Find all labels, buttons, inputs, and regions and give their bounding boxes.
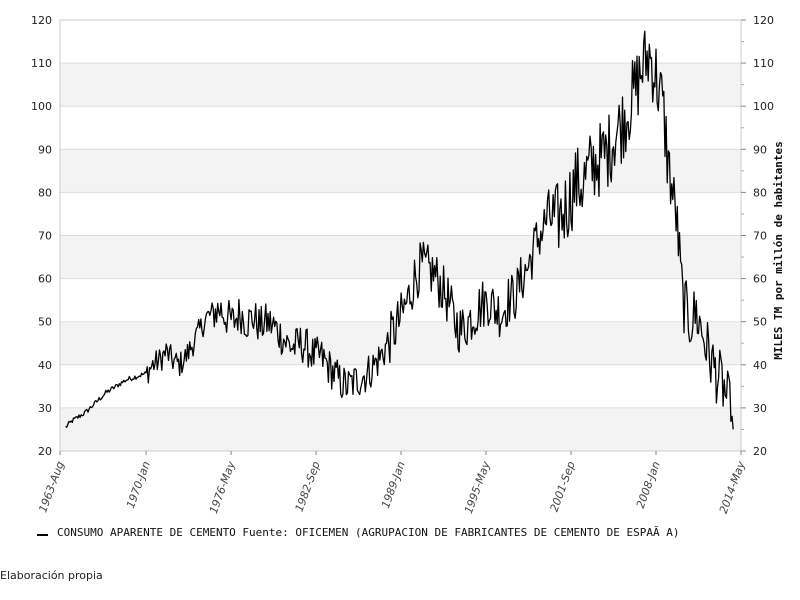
grid-band bbox=[60, 192, 741, 236]
grid-band bbox=[60, 235, 741, 279]
x-axis: 1963-Aug 1970-Jan 1976-May 1982-Sep 1989-Jan… bbox=[36, 451, 748, 515]
legend: CONSUMO APARENTE DE CEMENTO Fuente: OFIC… bbox=[37, 526, 680, 539]
y-axis-label: MILES TM por millón de habitantes bbox=[772, 141, 785, 360]
legend-label: CONSUMO APARENTE DE CEMENTO Fuente: OFIC… bbox=[57, 526, 680, 539]
y-tick-label-right: 110 bbox=[753, 57, 774, 70]
y-tick-label-left: 120 bbox=[31, 14, 52, 27]
y-tick-label-right: 30 bbox=[753, 402, 767, 415]
y-tick-label-left: 80 bbox=[38, 186, 52, 199]
footer-note: Elaboración propia bbox=[0, 569, 103, 582]
grid-band bbox=[60, 364, 741, 408]
y-tick-label-right: 60 bbox=[753, 273, 767, 286]
y-tick-label-right: 70 bbox=[753, 230, 767, 243]
grid-band bbox=[60, 20, 741, 64]
y-tick-label-left: 50 bbox=[38, 316, 52, 329]
grid-band bbox=[60, 321, 741, 365]
y-tick-label-right: 90 bbox=[753, 143, 767, 156]
grid-band bbox=[60, 106, 741, 150]
series-line-cement-consumption bbox=[65, 30, 734, 430]
x-tick-label: 1982-Sep bbox=[293, 460, 323, 514]
y-tick-label-left: 40 bbox=[38, 359, 52, 372]
y-tick-label-right: 120 bbox=[753, 14, 774, 27]
y-tick-label-right: 20 bbox=[753, 445, 767, 458]
x-tick-label: 1976-May bbox=[207, 459, 238, 515]
y-tick-label-left: 20 bbox=[38, 445, 52, 458]
y-tick-label-right: 50 bbox=[753, 316, 767, 329]
y-axis-right: 20 30 40 50 60 70 80 90 100 110 120 bbox=[741, 14, 774, 458]
y-tick-label-left: 100 bbox=[31, 100, 52, 113]
x-tick-label: 1970-Jan bbox=[124, 460, 153, 510]
x-tick-label: 1989-Jan bbox=[379, 460, 408, 510]
grid-band bbox=[60, 63, 741, 107]
y-tick-label-left: 30 bbox=[38, 402, 52, 415]
y-tick-label-left: 110 bbox=[31, 57, 52, 70]
grid-band bbox=[60, 407, 741, 451]
x-tick-label: 2001-Sep bbox=[548, 460, 578, 514]
grid-band bbox=[60, 149, 741, 193]
y-tick-label-right: 40 bbox=[753, 359, 767, 372]
x-tick-label: 1963-Aug bbox=[36, 460, 67, 515]
y-tick-label-left: 70 bbox=[38, 230, 52, 243]
y-tick-label-left: 90 bbox=[38, 143, 52, 156]
y-axis-left: 20 30 40 50 60 70 80 90 100 110 120 bbox=[31, 14, 52, 458]
x-tick-label: 2014-May bbox=[717, 459, 748, 515]
x-tick-label: 2008-Jan bbox=[634, 460, 663, 510]
grid-bands bbox=[60, 20, 741, 451]
y-tick-label-left: 60 bbox=[38, 273, 52, 286]
y-tick-label-right: 80 bbox=[753, 186, 767, 199]
y-tick-label-right: 100 bbox=[753, 100, 774, 113]
x-tick-label: 1995-May bbox=[462, 459, 493, 515]
